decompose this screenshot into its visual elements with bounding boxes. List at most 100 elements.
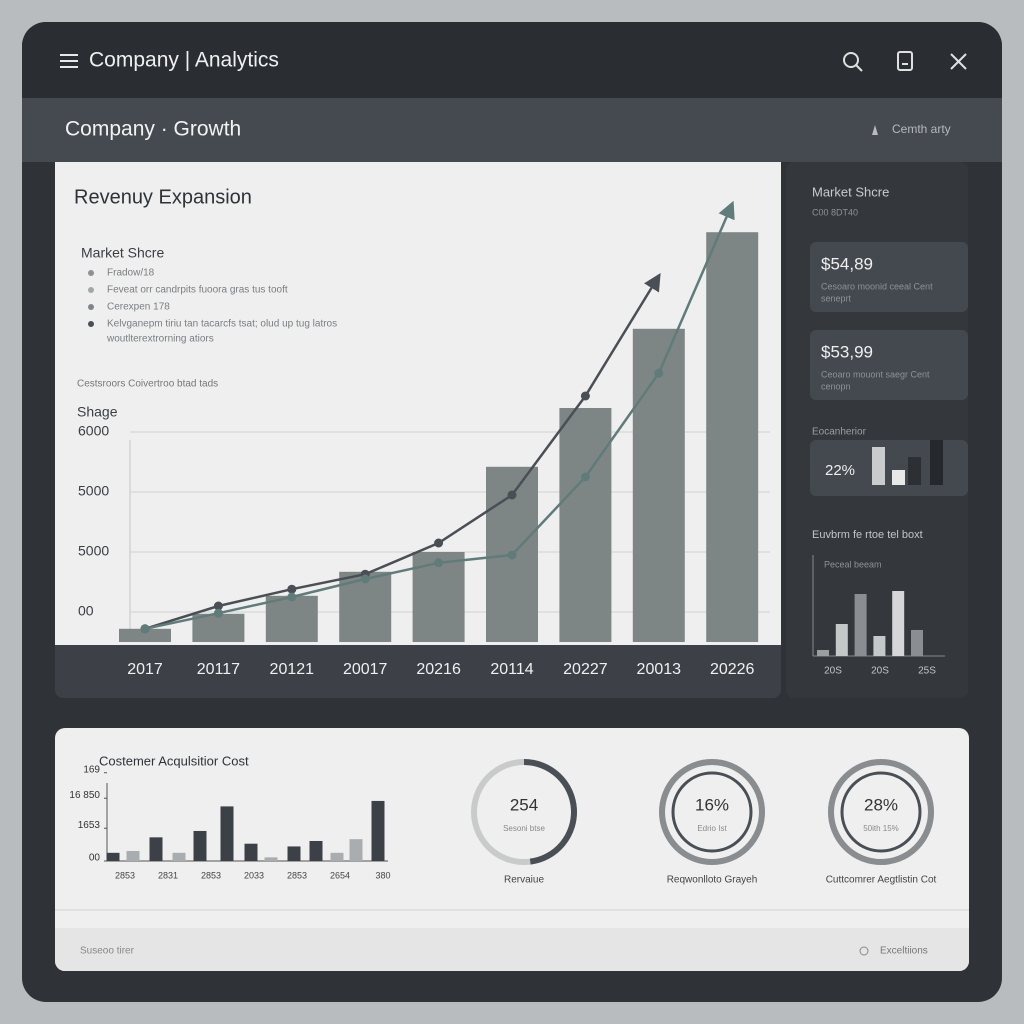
subheader-bar	[22, 98, 1002, 162]
line-point	[654, 368, 664, 378]
header-bar	[22, 22, 1002, 98]
legend-bullet	[88, 321, 94, 327]
close-icon[interactable]	[950, 53, 967, 70]
cac-bar	[264, 857, 278, 861]
legend-text: Feveat orr candrpits fuoora gras tus too…	[107, 285, 288, 296]
cac-y-label: 16 850	[69, 790, 100, 801]
trend-bar	[873, 636, 886, 656]
x-tick-label: 20226	[710, 661, 755, 678]
x-tick-label: 20117	[197, 661, 240, 678]
stat-value: $54,89	[821, 254, 873, 273]
cac-bar	[193, 830, 207, 861]
x-tick-label: 20114	[490, 661, 533, 678]
x-tick-label: 20216	[416, 661, 461, 678]
line-point	[507, 550, 517, 560]
page-title: Company · Growth	[65, 118, 241, 141]
trend-subtitle: Peceal beeam	[824, 559, 882, 569]
donut-center: 254	[510, 795, 538, 814]
stat-caption: seneprt	[821, 293, 852, 303]
x-tick-label: 2017	[127, 661, 163, 678]
legend-text: Cerexpen 178	[107, 302, 170, 313]
donut-sub: Edrio Ist	[697, 824, 727, 833]
mini-card	[810, 440, 968, 496]
legend-title: Market Shcre	[81, 245, 164, 261]
y-tick-label: 5000	[78, 483, 109, 499]
stat-value: $53,99	[821, 342, 873, 361]
y-tick-label: 5000	[78, 543, 109, 559]
trend-title: Euvbrm fe rtoe tel boxt	[812, 529, 923, 541]
side-subtitle: C00 8DT40	[812, 207, 858, 217]
trend-bar	[835, 624, 848, 656]
line-point	[140, 624, 150, 634]
donut-label: Reqwonlloto Grayeh	[667, 875, 758, 886]
stat-card	[810, 242, 968, 312]
x-tick-label: 20013	[637, 661, 682, 678]
cac-x-label: 2033	[244, 870, 264, 880]
y-tick-label: 00	[78, 603, 94, 619]
legend-bullet	[88, 287, 94, 293]
chart-title: Revenuy Expansion	[74, 186, 252, 208]
donut-label: Rervaiue	[504, 875, 544, 886]
legend-text: woutlterextrorning atiors	[106, 334, 214, 345]
footer-icon[interactable]	[859, 946, 869, 956]
stat-caption: Ceoaro mouont saegr Cent	[821, 369, 930, 379]
search-icon[interactable]	[843, 52, 863, 72]
cac-bar	[287, 846, 301, 861]
bar	[265, 595, 318, 642]
y-axis-label: Shage	[77, 404, 118, 420]
trend-x-label: 20S	[871, 666, 889, 677]
line-point	[287, 592, 297, 602]
line-point	[287, 584, 297, 594]
cac-bar	[349, 839, 363, 861]
cac-x-label: 2654	[330, 870, 350, 880]
cac-bar	[371, 800, 385, 861]
line-point	[507, 490, 517, 500]
mini-bar	[892, 470, 905, 485]
donut-inner-ring	[840, 771, 922, 853]
bar	[632, 328, 685, 642]
cac-x-label: 2831	[158, 870, 178, 880]
donut-arc	[659, 759, 765, 865]
donut-sub: Sesoni btse	[503, 824, 545, 833]
legend-text: Kelvganepm tiriu tan tacarcfs tsat; olud…	[107, 319, 337, 330]
mini-bar	[872, 447, 885, 485]
mini-title: Eocanherior	[812, 427, 867, 438]
legend-bullet	[88, 304, 94, 310]
cac-y-label: 1653	[78, 820, 101, 831]
trend-bar	[892, 591, 905, 656]
footer-left: Suseoo tirer	[80, 946, 135, 957]
stat-caption: cenopn	[821, 381, 851, 391]
trend-line	[144, 273, 661, 630]
menu-icon[interactable]	[60, 54, 78, 68]
cac-bar	[309, 840, 323, 861]
cac-x-label: 2853	[287, 870, 307, 880]
trend-x-label: 20S	[824, 666, 842, 677]
x-tick-label: 20017	[343, 661, 388, 678]
cac-x-label: 2853	[115, 870, 135, 880]
footer-right[interactable]: Exceltiions	[880, 946, 928, 957]
cac-x-label: 2853	[201, 870, 221, 880]
cac-y-label: 169	[83, 764, 100, 775]
y-tick-label: 6000	[78, 423, 109, 439]
donut-center: 28%	[864, 795, 898, 814]
donut-arc	[523, 759, 577, 865]
mini-bar	[908, 457, 921, 485]
chart-note: Cestsroors Coivertroo btad tads	[77, 379, 218, 390]
side-title: Market Shcre	[812, 184, 889, 199]
clipboard-icon[interactable]	[897, 51, 913, 71]
trend-x-label: 25S	[918, 666, 936, 677]
cac-bar	[330, 852, 344, 861]
cac-bar	[172, 852, 186, 861]
line-point	[213, 601, 223, 611]
cac-bar	[106, 852, 120, 861]
cac-x-label: 380	[375, 870, 390, 880]
stat-card	[810, 330, 968, 400]
cac-bar	[149, 837, 163, 861]
line-point	[580, 391, 590, 401]
bar	[119, 628, 171, 642]
line-point	[434, 558, 444, 568]
status-icon	[872, 125, 878, 135]
bar	[192, 613, 245, 642]
cac-bar	[220, 806, 234, 861]
